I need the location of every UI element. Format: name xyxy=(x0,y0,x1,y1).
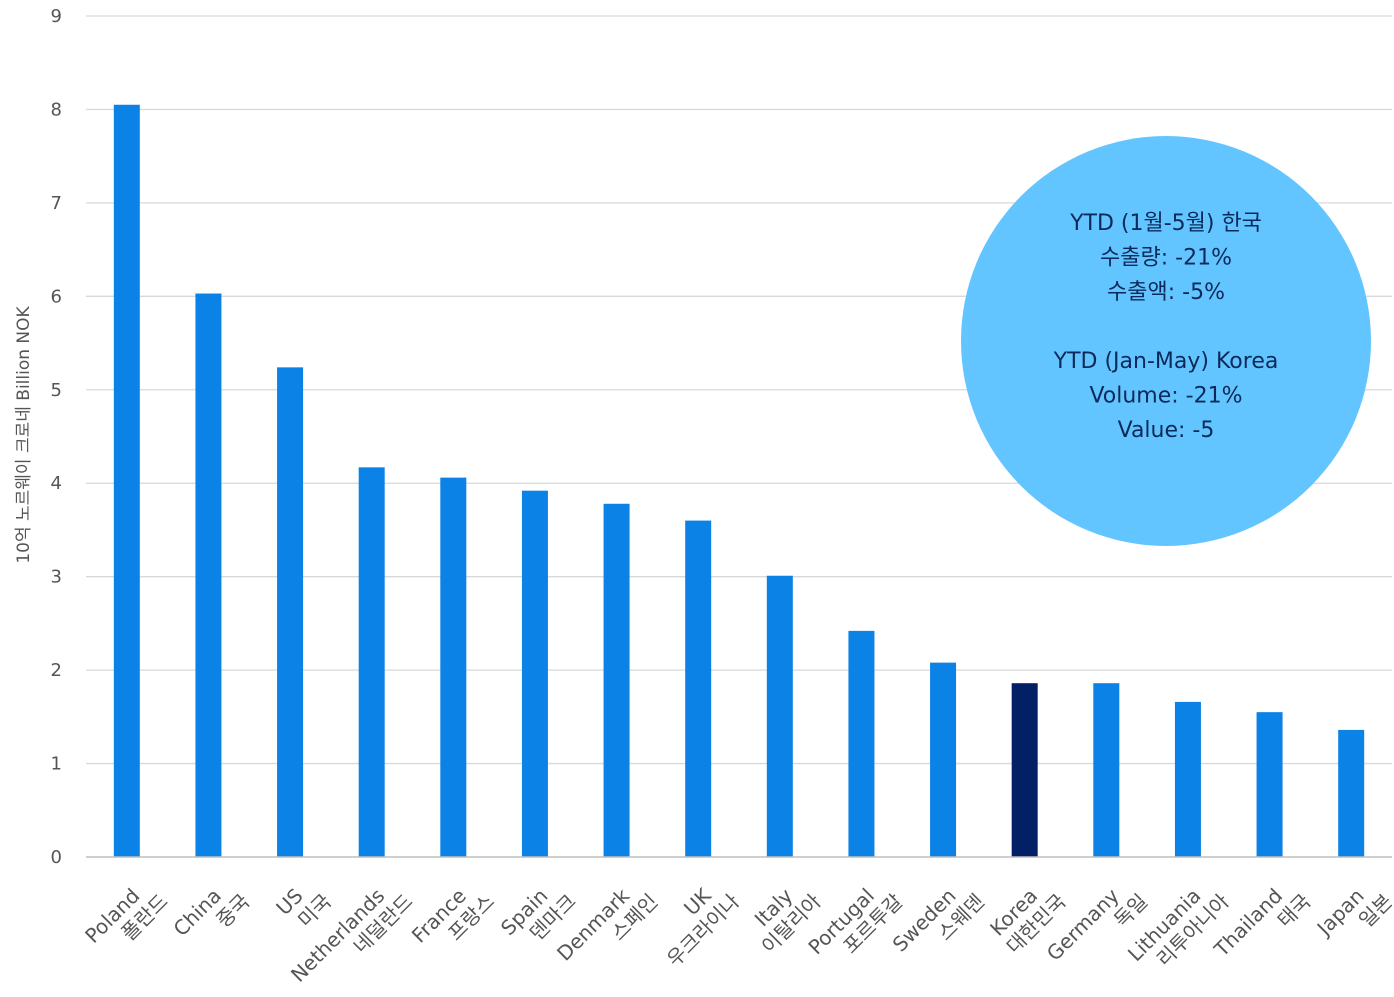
y-tick-label: 5 xyxy=(51,380,62,401)
callout-line: YTD (Jan-May) Korea xyxy=(1053,349,1279,374)
bar-spain xyxy=(521,490,548,857)
callout-line: 수출액: -5% xyxy=(1107,280,1225,305)
y-tick-label: 8 xyxy=(51,99,62,120)
bar-china xyxy=(195,293,222,857)
bar-lithuania xyxy=(1174,701,1201,857)
bar-france xyxy=(440,477,467,857)
bar-uk xyxy=(685,520,712,857)
bar-netherlands xyxy=(358,467,385,857)
y-tick-label: 9 xyxy=(51,6,62,27)
callout-line: Value: -5 xyxy=(1118,418,1215,443)
y-tick-label: 2 xyxy=(51,660,62,681)
bar-thailand xyxy=(1256,712,1283,857)
bar-sweden xyxy=(930,662,957,857)
y-tick-label: 4 xyxy=(51,473,62,494)
callout-line: 수출량: -21% xyxy=(1100,246,1232,271)
callout-bubble xyxy=(961,136,1371,546)
gridlines xyxy=(86,15,1392,765)
y-axis-label: 10억 노르웨이 크로네 Billion NOK xyxy=(14,305,34,563)
callout-line: YTD (1월-5월) 한국 xyxy=(1069,211,1262,236)
bar-italy xyxy=(766,575,793,857)
bars xyxy=(113,104,1365,858)
bar-us xyxy=(277,367,304,857)
y-tick-label: 1 xyxy=(51,754,62,775)
bar-germany xyxy=(1093,683,1120,857)
callout-line: Volume: -21% xyxy=(1089,384,1242,409)
y-tick-label: 6 xyxy=(51,286,62,307)
bar-japan xyxy=(1338,729,1365,857)
bar-korea xyxy=(1011,683,1038,857)
y-tick-label: 3 xyxy=(51,567,62,588)
bar-denmark xyxy=(603,503,630,857)
bar-poland xyxy=(113,104,140,858)
y-axis-ticks: 0 1 2 3 4 5 6 7 8 9 xyxy=(51,6,62,868)
y-tick-label: 0 xyxy=(51,847,62,868)
bar-portugal xyxy=(848,630,875,857)
y-tick-label: 7 xyxy=(51,193,62,214)
